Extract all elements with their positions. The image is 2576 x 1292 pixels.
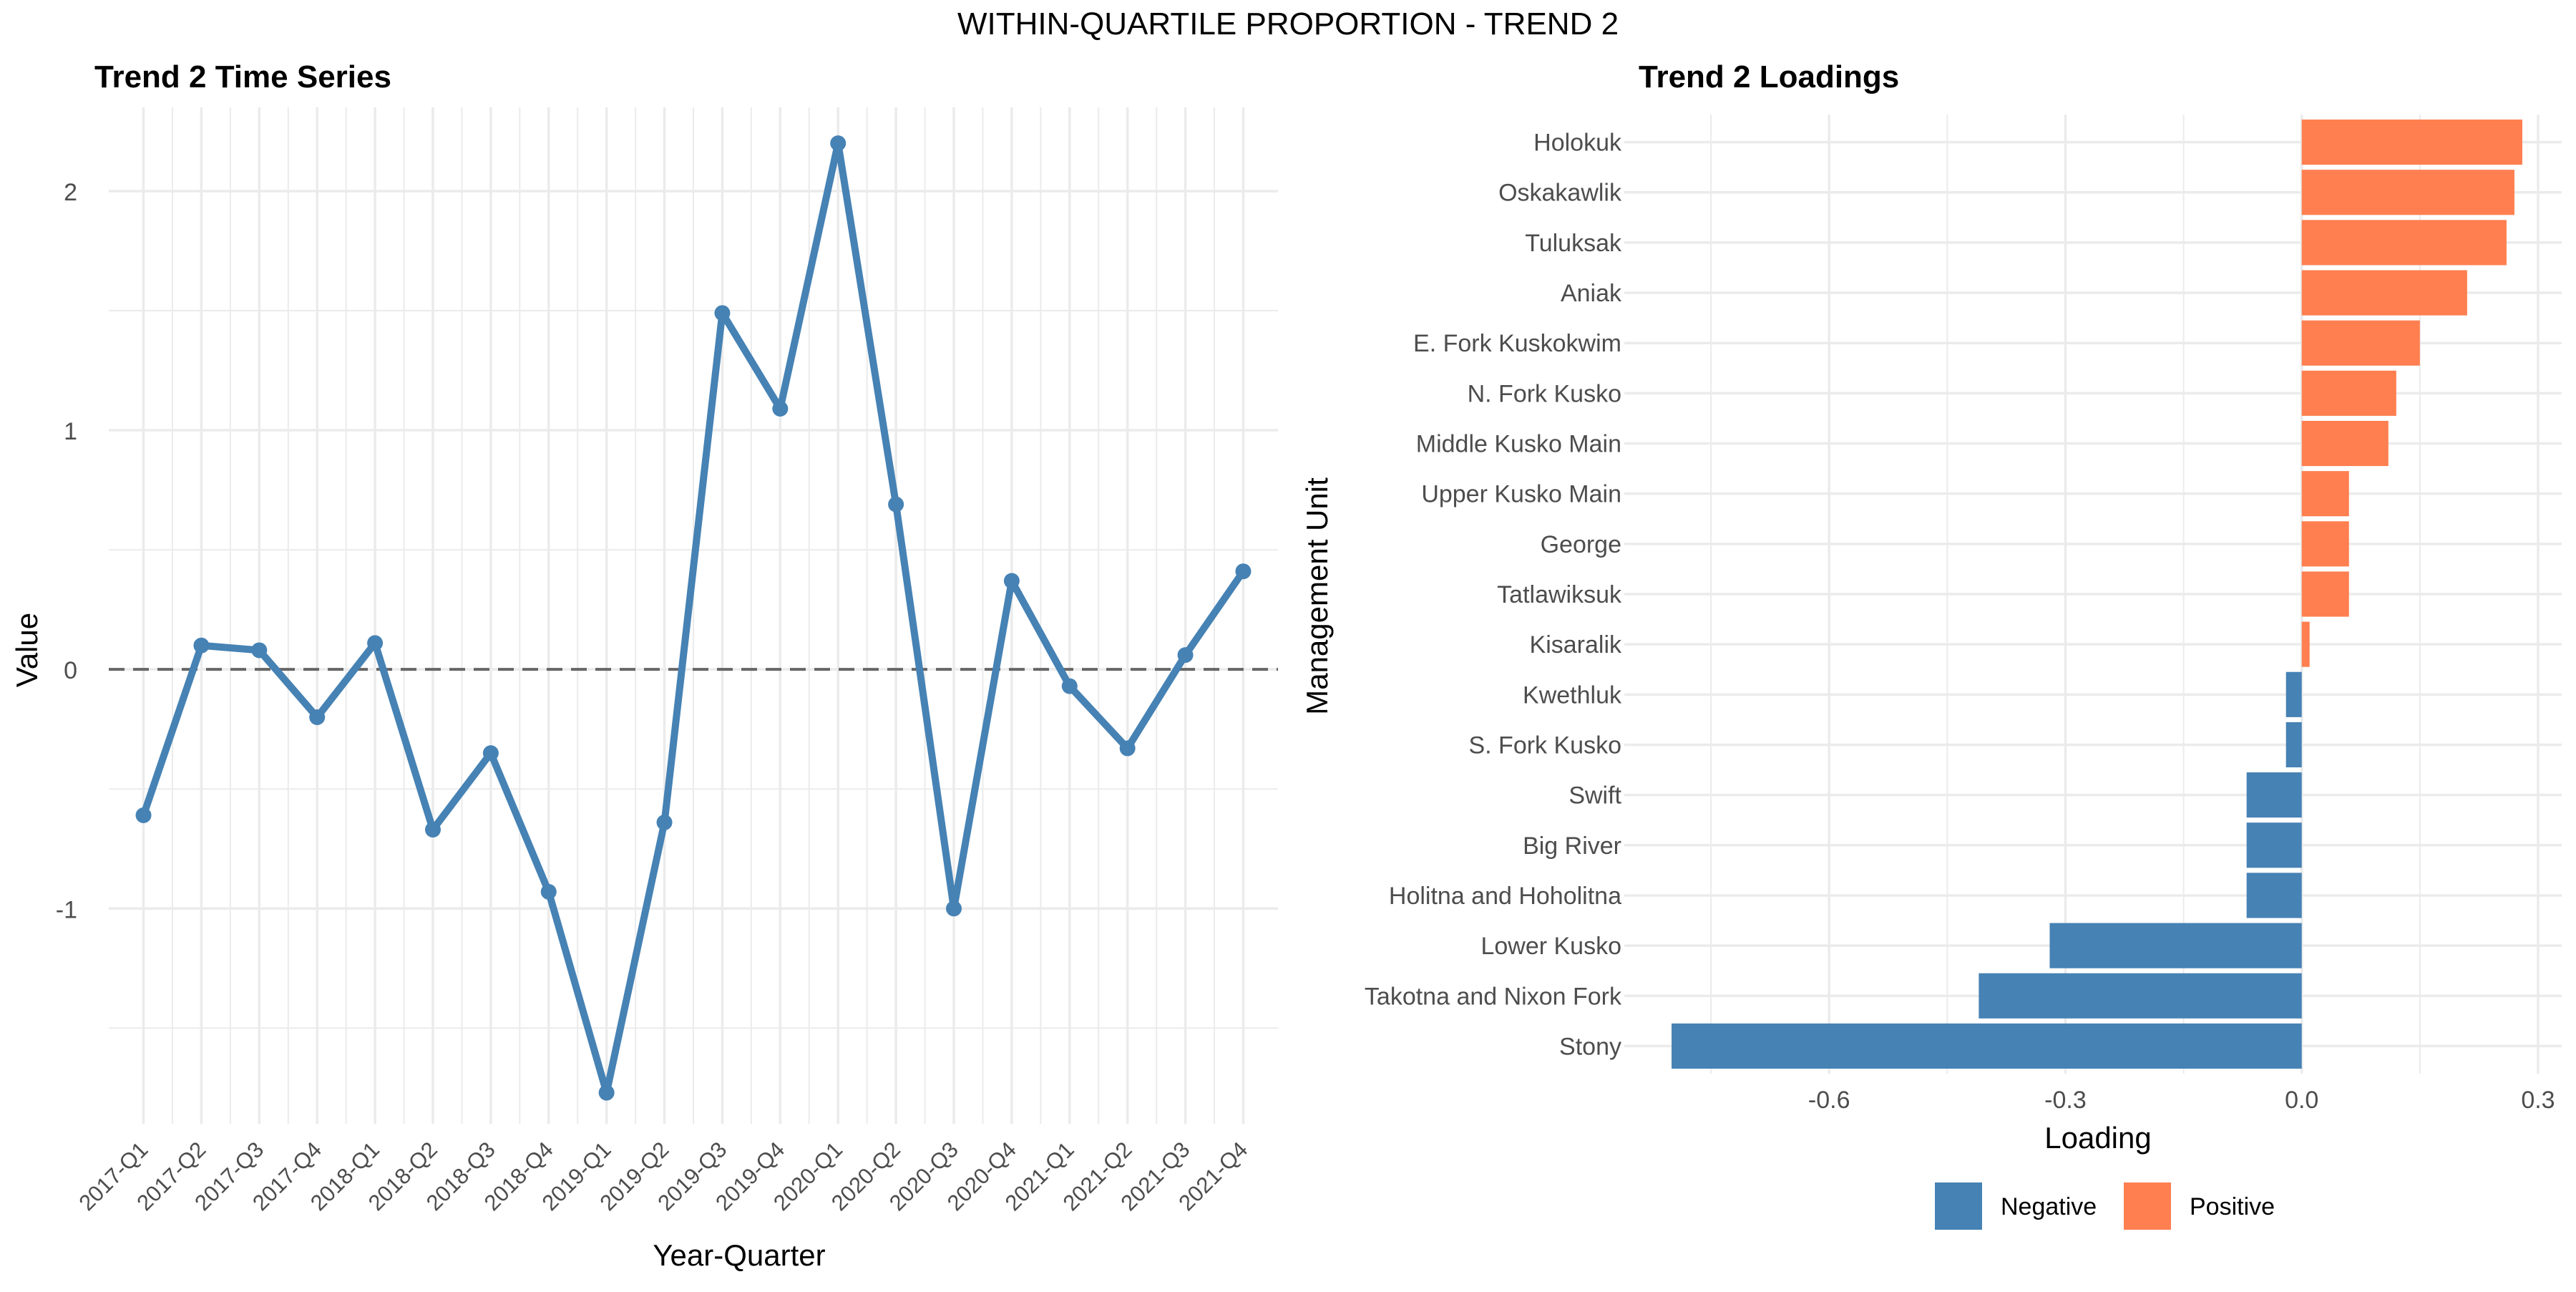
loadings-category-label: Lower Kusko	[1480, 933, 1621, 960]
loadings-x-label: Loading	[2044, 1121, 2151, 1155]
loadings-category-label: Middle Kusko Main	[1416, 431, 1621, 458]
time-series-point	[424, 822, 441, 838]
loadings-bars	[1672, 120, 2522, 1069]
loading-bar	[2301, 471, 2349, 517]
time-series-point	[367, 635, 384, 651]
loading-bar	[2301, 621, 2310, 667]
time-series-y-label: Value	[10, 613, 44, 687]
loadings-category-label: Stony	[1559, 1033, 1621, 1060]
loading-bar	[2301, 320, 2420, 366]
time-series-point	[540, 883, 557, 900]
legend-swatch-positive	[2124, 1182, 2171, 1230]
time-series-point	[772, 400, 789, 417]
time-series-point	[251, 642, 268, 659]
loadings-x-tick-label: -0.6	[1808, 1087, 1850, 1114]
loading-bar	[2301, 170, 2514, 215]
loadings-category-label: N. Fork Kusko	[1468, 380, 1621, 407]
time-series-x-ticks: 2017-Q12017-Q22017-Q32017-Q42018-Q12018-…	[74, 1137, 1252, 1215]
time-series-point	[482, 745, 499, 762]
time-series-point	[830, 135, 847, 152]
loading-bar	[2246, 873, 2302, 918]
time-series-points	[135, 135, 1252, 1101]
loadings-category-label: Swift	[1568, 782, 1621, 810]
loading-bar	[2246, 822, 2302, 868]
loading-bar	[2285, 722, 2302, 768]
loading-bar	[2246, 772, 2302, 818]
loadings-y-label: Management Unit	[1300, 477, 1334, 715]
loadings-category-label: S. Fork Kusko	[1468, 732, 1621, 759]
time-series-y-tick-label: 2	[64, 179, 77, 206]
time-series-point	[598, 1084, 615, 1101]
time-series-point	[656, 815, 673, 831]
time-series-point	[888, 496, 904, 513]
time-series-point	[1119, 740, 1136, 757]
loadings-panel: Trend 2 Loadings Holokuk Oskakawlik Tuluks…	[1300, 59, 2562, 1230]
legend-swatch-negative	[1935, 1182, 1982, 1230]
time-series-point	[1235, 563, 1252, 580]
loading-bar	[2301, 120, 2522, 165]
time-series-point	[946, 900, 962, 917]
time-series-y-tick-label: 1	[64, 418, 77, 445]
loading-bar	[2301, 370, 2396, 416]
loading-bar	[1672, 1023, 2302, 1069]
loadings-category-label: E. Fork Kuskokwim	[1413, 330, 1621, 357]
loadings-category-label: Tatlawiksuk	[1497, 581, 1622, 608]
loadings-category-label: George	[1541, 531, 1621, 558]
loadings-category-label: Holokuk	[1533, 130, 1622, 157]
loadings-x-tick-label: 0.3	[2521, 1087, 2555, 1114]
loadings-category-label: Upper Kusko Main	[1421, 481, 1621, 508]
time-series-point	[193, 637, 210, 654]
loadings-x-ticks: -0.6 -0.3 0.0 0.3	[1808, 1087, 2555, 1114]
time-series-point	[714, 305, 731, 321]
loading-bar	[2285, 671, 2302, 717]
loadings-category-label: Tuluksak	[1525, 230, 1622, 257]
time-series-point	[309, 709, 326, 725]
loadings-x-tick-label: 0.0	[2285, 1087, 2318, 1114]
loading-bar	[2301, 420, 2389, 467]
time-series-grid	[109, 107, 1278, 1124]
time-series-y-ticks: -1 0 1 2	[56, 179, 77, 923]
loading-bar	[2301, 521, 2349, 567]
loading-bar	[2301, 270, 2467, 316]
loadings-category-label: Oskakawlik	[1498, 180, 1622, 207]
time-series-y-tick-label: -1	[56, 896, 77, 923]
time-series-point	[1061, 678, 1078, 694]
time-series-y-tick-label: 0	[64, 657, 77, 684]
loadings-category-labels: Holokuk Oskakawlik Tuluksak Aniak E. Fork Ku…	[1365, 130, 1622, 1061]
time-series-panel: Trend 2 Time Series -1 0 1 2 2017-Q12017-Q2…	[10, 59, 1278, 1272]
loadings-category-label: Kisaralik	[1530, 631, 1622, 659]
loadings-category-label: Aniak	[1561, 280, 1622, 307]
loading-bar	[2049, 923, 2302, 968]
figure-title: WITHIN-QUARTILE PROPORTION - TREND 2	[957, 6, 1619, 42]
loadings-category-label: Holitna and Hoholitna	[1389, 883, 1621, 910]
legend-label-positive: Positive	[2190, 1193, 2275, 1220]
time-series-x-label: Year-Quarter	[653, 1238, 825, 1272]
time-series-point	[135, 807, 152, 823]
loadings-title: Trend 2 Loadings	[1639, 59, 1899, 94]
time-series-line	[140, 140, 1246, 1097]
loadings-category-label: Takotna and Nixon Fork	[1365, 983, 1622, 1010]
loadings-x-tick-label: -0.3	[2044, 1087, 2087, 1114]
loading-bar	[1979, 973, 2302, 1019]
loadings-category-label: Big River	[1523, 832, 1621, 860]
loadings-category-label: Kwethluk	[1523, 681, 1622, 709]
time-series-point	[1003, 573, 1020, 589]
legend-label-negative: Negative	[2001, 1193, 2097, 1220]
time-series-point	[1177, 647, 1194, 664]
loading-bar	[2301, 571, 2349, 617]
legend: Negative Positive	[1935, 1182, 2275, 1230]
time-series-title: Trend 2 Time Series	[94, 59, 391, 94]
loading-bar	[2301, 220, 2507, 266]
